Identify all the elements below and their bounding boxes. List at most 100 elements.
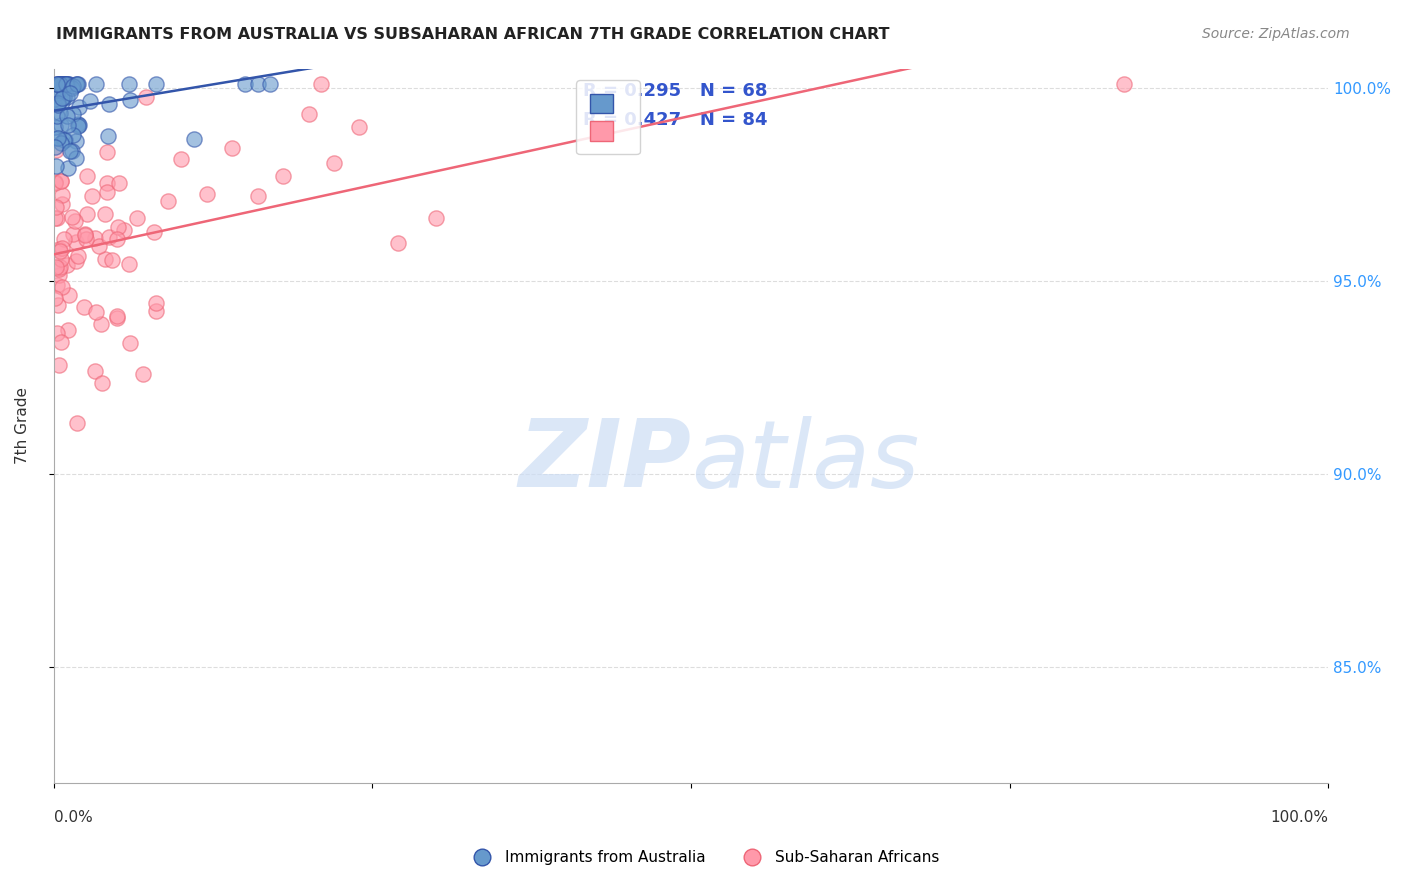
- Point: [63, 214, 86, 228]
- Point: [65, 254, 87, 268]
- Point: [46, 109, 69, 123]
- Point: [97, 129, 120, 144]
- Point: [44, 91, 66, 105]
- Point: [46, 298, 69, 312]
- Point: [157, 194, 180, 208]
- Point: [93, 206, 115, 220]
- Point: [48, 260, 70, 274]
- Point: [51, 197, 73, 211]
- Point: [259, 77, 281, 91]
- Point: [45, 260, 67, 275]
- Point: [56, 77, 79, 91]
- Point: [323, 156, 346, 170]
- Point: [46, 211, 69, 225]
- Point: [48, 262, 70, 277]
- Point: [46, 77, 69, 91]
- Point: [62, 78, 84, 93]
- Legend: , : ,: [576, 80, 640, 154]
- Point: [66, 117, 89, 131]
- Point: [84, 364, 107, 378]
- Point: [48, 77, 70, 91]
- Point: [60, 81, 83, 95]
- Text: 100.0%: 100.0%: [1270, 810, 1329, 825]
- Point: [145, 295, 167, 310]
- Point: [48, 268, 70, 283]
- Point: [49, 136, 72, 150]
- Point: [105, 309, 128, 323]
- Point: [45, 159, 67, 173]
- Point: [44, 177, 66, 191]
- Point: [84, 305, 107, 319]
- Point: [79, 95, 101, 109]
- Point: [75, 227, 97, 241]
- Point: [46, 131, 69, 145]
- Point: [56, 161, 79, 175]
- Point: [55, 258, 77, 272]
- Point: [51, 95, 73, 109]
- Point: [49, 77, 72, 91]
- Point: [58, 77, 80, 91]
- Point: [90, 317, 112, 331]
- Point: [105, 232, 128, 246]
- Point: [91, 376, 114, 391]
- Point: [46, 95, 69, 110]
- Point: [48, 77, 70, 91]
- Point: [132, 367, 155, 381]
- Point: [246, 77, 269, 91]
- Point: [65, 77, 87, 91]
- Point: [127, 211, 149, 226]
- Point: [62, 227, 84, 241]
- Point: [45, 326, 67, 340]
- Point: [49, 106, 72, 120]
- Point: [67, 100, 90, 114]
- Point: [53, 77, 76, 91]
- Point: [65, 235, 87, 250]
- Point: [135, 89, 157, 103]
- Legend: Immigrants from Australia, Sub-Saharan Africans: Immigrants from Australia, Sub-Saharan A…: [461, 844, 945, 871]
- Point: [45, 200, 67, 214]
- Point: [56, 77, 79, 91]
- Point: [86, 77, 108, 91]
- Point: [89, 239, 111, 253]
- Point: [67, 119, 90, 133]
- Point: [75, 227, 97, 242]
- Point: [52, 77, 75, 91]
- Point: [170, 152, 193, 166]
- Point: [112, 223, 135, 237]
- Point: [53, 77, 76, 91]
- Point: [55, 109, 77, 123]
- Point: [53, 90, 76, 104]
- Point: [143, 225, 166, 239]
- Text: 0.0%: 0.0%: [53, 810, 93, 825]
- Point: [44, 211, 66, 225]
- Point: [246, 188, 269, 202]
- Text: IMMIGRANTS FROM AUSTRALIA VS SUBSAHARAN AFRICAN 7TH GRADE CORRELATION CHART: IMMIGRANTS FROM AUSTRALIA VS SUBSAHARAN …: [56, 27, 890, 42]
- Point: [145, 304, 167, 318]
- Point: [195, 186, 218, 201]
- Point: [53, 133, 76, 147]
- Point: [73, 300, 96, 314]
- Point: [51, 241, 73, 255]
- Point: [49, 252, 72, 267]
- Point: [183, 132, 205, 146]
- Text: Source: ZipAtlas.com: Source: ZipAtlas.com: [1202, 27, 1350, 41]
- Point: [56, 323, 79, 337]
- Point: [271, 169, 294, 183]
- Point: [46, 77, 69, 91]
- Point: [45, 77, 67, 91]
- Point: [66, 77, 89, 91]
- Point: [48, 243, 70, 257]
- Point: [51, 77, 73, 91]
- Y-axis label: 7th Grade: 7th Grade: [15, 387, 30, 464]
- Point: [45, 86, 67, 100]
- Point: [66, 416, 89, 430]
- Point: [44, 139, 66, 153]
- Point: [96, 176, 118, 190]
- Point: [66, 249, 89, 263]
- Point: [48, 358, 70, 372]
- Point: [45, 277, 67, 292]
- Point: [97, 97, 120, 112]
- Point: [425, 211, 447, 226]
- Point: [80, 188, 103, 202]
- Point: [59, 86, 82, 100]
